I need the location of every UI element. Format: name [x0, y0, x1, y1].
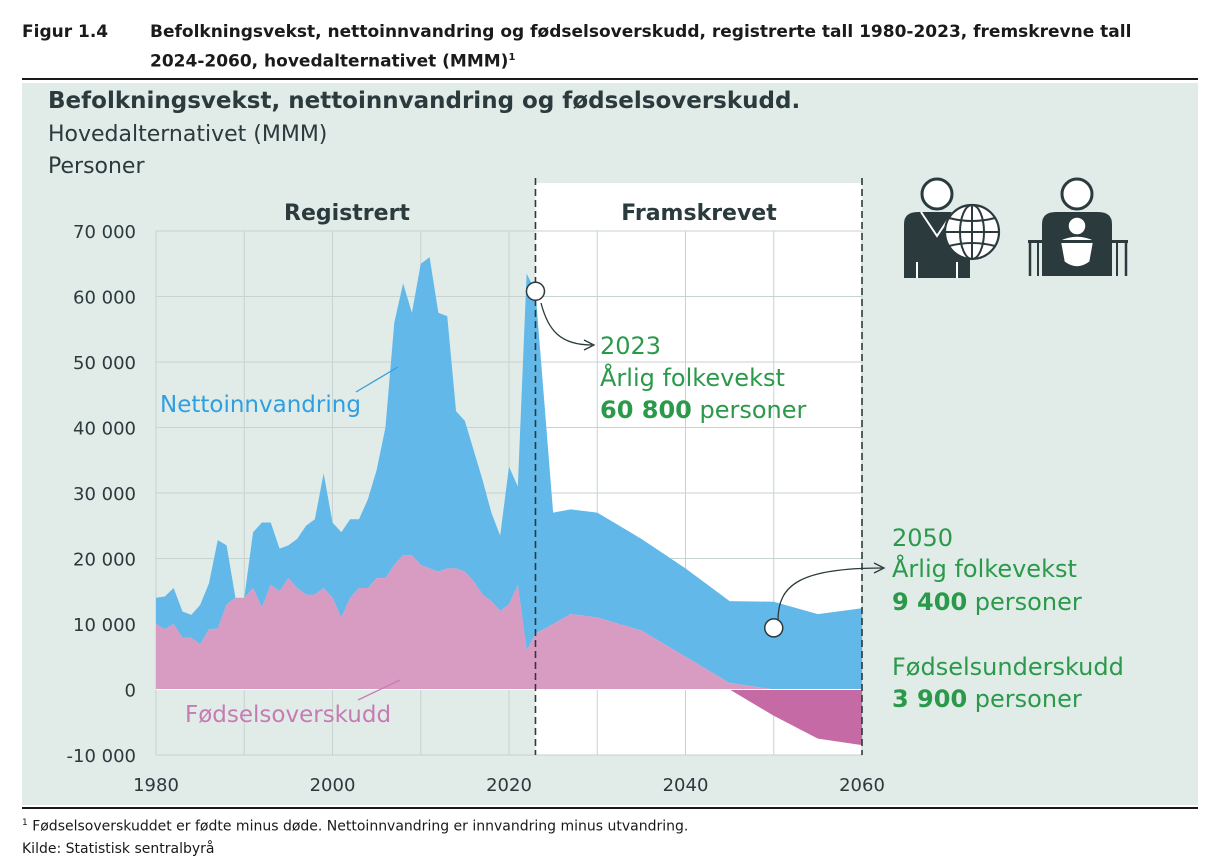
source-note: Kilde: Statistisk sentralbyrå [22, 841, 215, 857]
deficit-value-line: 3 900 personer [892, 685, 1082, 713]
callout-2050-value-line: 9 400 personer [892, 588, 1082, 616]
x-tick-label: 1980 [133, 775, 179, 796]
chart-title: Befolkningsvekst, nettoinnvandring og fø… [48, 88, 801, 114]
y-axis-unit: Personer [48, 154, 145, 179]
chart-subtitle: Hovedalternativet (MMM) [48, 122, 328, 147]
callout-2050-label: Årlig folkevekst [892, 554, 1077, 583]
region-dividers [534, 178, 863, 755]
callout-2050-marker [764, 618, 784, 638]
deficit-value: 3 900 [892, 685, 967, 713]
footnote-marker: 1 [22, 818, 28, 828]
callout-2023-unit: personer [700, 396, 807, 424]
figure-number: Figur 1.4 [22, 22, 109, 42]
region-label-registrert: Registrert [284, 201, 410, 226]
callout-2023-year: 2023 [600, 332, 661, 360]
x-tick-label: 2060 [839, 775, 885, 796]
callout-2023-value: 60 800 [600, 396, 692, 424]
y-tick-labels: -10 000 0 10 000 20 000 30 000 40 000 50 000 60… [67, 222, 136, 767]
callout-2050-arrow [777, 567, 883, 621]
footnote-text: Fødselsoverskuddet er fødte minus døde. … [32, 818, 689, 835]
x-tick-label: 2000 [310, 775, 356, 796]
top-rule [22, 78, 1198, 80]
y-tick-label: -10 000 [67, 746, 136, 767]
area-fodselsunderskudd [156, 689, 862, 746]
callout-2023-arrowhead [583, 339, 596, 351]
callout-2023-label: Årlig folkevekst [600, 363, 785, 392]
y-tick-label: 30 000 [73, 484, 136, 505]
immigration-icon [904, 177, 1001, 278]
footnote: 1 Fødselsoverskuddet er fødte minus døde… [22, 818, 688, 835]
y-tick-label: 20 000 [73, 550, 136, 571]
series-label-netto: Nettoinnvandring [160, 392, 361, 418]
figure-title-text: Befolkningsvekst, nettoinnvandring og fø… [150, 22, 1132, 72]
figure-title: Befolkningsvekst, nettoinnvandring og fø… [150, 20, 1190, 75]
y-tick-label: 60 000 [73, 288, 136, 309]
callout-2023-value-line: 60 800 personer [600, 396, 807, 424]
area-series [156, 257, 862, 746]
y-tick-label: 40 000 [73, 419, 136, 440]
x-tick-label: 2020 [486, 775, 532, 796]
figure-title-footnote-ref: 1 [508, 52, 516, 63]
callout-2050-unit: personer [975, 588, 1082, 616]
x-tick-labels: 1980 2000 2020 2040 2060 [133, 775, 885, 796]
region-label-framskrevet: Framskrevet [621, 201, 777, 226]
netto-leader-line [355, 366, 399, 393]
y-tick-label: 70 000 [73, 222, 136, 243]
y-tick-label: 0 [125, 681, 136, 702]
series-label-fodsel: Fødselsoverskudd [185, 702, 391, 728]
fodsel-leader-line [357, 679, 401, 701]
deficit-unit: personer [975, 685, 1082, 713]
callout-2023-arrow [540, 302, 593, 346]
y-tick-label: 10 000 [73, 615, 136, 636]
area-nettoinnvandring [156, 257, 862, 690]
x-tick-label: 2040 [663, 775, 709, 796]
callout-2050-arrowhead [873, 562, 886, 574]
area-fodselsoverskudd [156, 555, 862, 690]
bottom-rule [22, 807, 1198, 809]
birth-icon [1028, 177, 1128, 276]
callout-2050-value: 9 400 [892, 588, 967, 616]
callout-2050-year: 2050 [892, 524, 953, 552]
callout-2023-marker [525, 281, 546, 302]
deficit-label: Fødselsunderskudd [892, 653, 1124, 681]
y-tick-label: 50 000 [73, 353, 136, 374]
